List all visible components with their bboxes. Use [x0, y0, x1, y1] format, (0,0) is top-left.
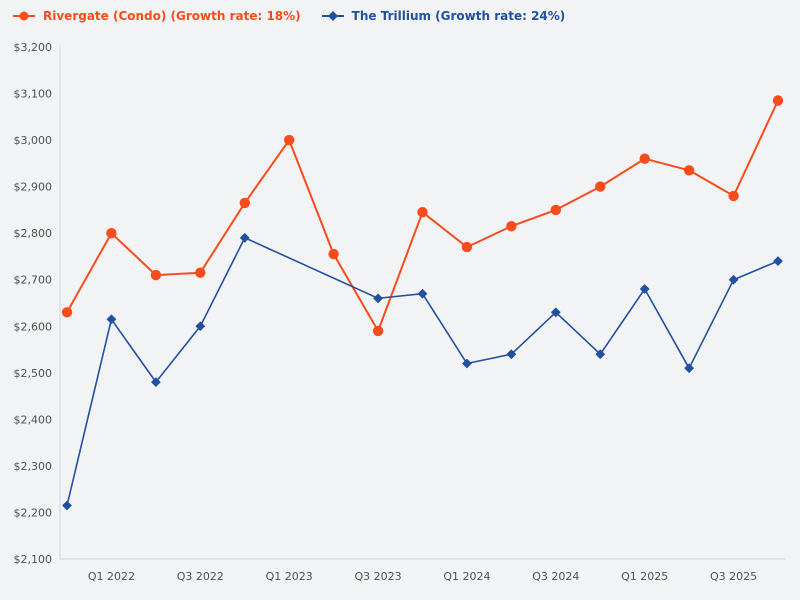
legend-label-rivergate-condo: Rivergate (Condo) (Growth rate: 18%) — [43, 9, 301, 23]
data-point-rivergate-condo — [372, 325, 384, 337]
y-tick-label: $2,500 — [14, 367, 53, 380]
legend-label-the-trillium: The Trillium (Growth rate: 24%) — [351, 9, 566, 23]
data-point-the-trillium — [62, 500, 72, 511]
data-point-rivergate-condo — [772, 95, 784, 106]
data-point-rivergate-condo — [195, 267, 206, 278]
y-tick-label: $2,200 — [14, 506, 53, 519]
data-point-the-trillium — [506, 349, 517, 360]
x-tick-label: Q3 2024 — [532, 570, 579, 583]
y-tick-label: $2,400 — [14, 413, 53, 426]
data-point-the-trillium — [195, 321, 206, 332]
data-point-the-trillium — [773, 256, 783, 267]
data-point-rivergate-condo — [506, 221, 517, 232]
data-point-rivergate-condo — [61, 307, 73, 318]
y-tick-label: $2,100 — [14, 553, 53, 566]
legend-item-the-trillium[interactable]: The Trillium (Growth rate: 24%) — [321, 9, 566, 23]
data-point-rivergate-condo — [728, 190, 739, 202]
y-tick-label: $2,900 — [14, 181, 53, 194]
y-tick-label: $3,200 — [14, 41, 53, 54]
data-point-the-trillium — [639, 284, 650, 294]
y-tick-label: $2,800 — [14, 227, 53, 240]
data-point-rivergate-condo — [595, 181, 606, 192]
x-tick-label: Q1 2024 — [443, 570, 490, 583]
data-point-rivergate-condo — [328, 248, 339, 260]
legend-diamond-marker-icon — [321, 11, 344, 21]
x-tick-label: Q3 2022 — [177, 570, 224, 583]
data-point-rivergate-condo — [683, 165, 695, 176]
y-tick-label: $3,100 — [14, 88, 53, 101]
y-tick-label: $3,000 — [14, 134, 53, 147]
data-point-rivergate-condo — [639, 153, 650, 164]
data-point-rivergate-condo — [106, 228, 117, 239]
x-tick-label: Q1 2022 — [88, 570, 135, 583]
data-point-rivergate-condo — [461, 241, 473, 253]
legend-circle-marker-icon — [13, 11, 35, 21]
data-point-rivergate-condo — [550, 204, 561, 216]
legend-item-rivergate-condo[interactable]: Rivergate (Condo) (Growth rate: 18%) — [12, 9, 301, 23]
x-tick-label: Q1 2025 — [621, 570, 668, 583]
x-tick-label: Q3 2023 — [354, 570, 401, 583]
data-point-the-trillium — [550, 307, 561, 318]
series-line-the-trillium — [66, 237, 779, 507]
y-tick-label: $2,600 — [14, 320, 53, 333]
x-tick-label: Q1 2023 — [266, 570, 313, 583]
axis-lines — [59, 46, 786, 560]
data-point-rivergate-condo — [284, 134, 295, 146]
data-point-the-trillium — [595, 349, 606, 360]
data-point-the-trillium — [106, 314, 117, 325]
data-point-the-trillium — [239, 232, 250, 243]
data-point-the-trillium — [373, 293, 383, 304]
data-point-the-trillium — [150, 377, 161, 388]
data-point-rivergate-condo — [417, 207, 428, 218]
data-point-the-trillium — [417, 288, 428, 299]
data-point-the-trillium — [684, 363, 695, 374]
data-point-rivergate-condo — [150, 269, 162, 281]
y-tick-label: $2,700 — [14, 274, 53, 287]
data-point-rivergate-condo — [239, 197, 250, 209]
y-tick-label: $2,300 — [14, 460, 53, 473]
chart-legend: Rivergate (Condo) (Growth rate: 18%) The… — [12, 9, 565, 23]
data-point-the-trillium — [462, 358, 472, 369]
x-tick-label: Q3 2025 — [710, 570, 757, 583]
data-point-the-trillium — [728, 274, 739, 285]
